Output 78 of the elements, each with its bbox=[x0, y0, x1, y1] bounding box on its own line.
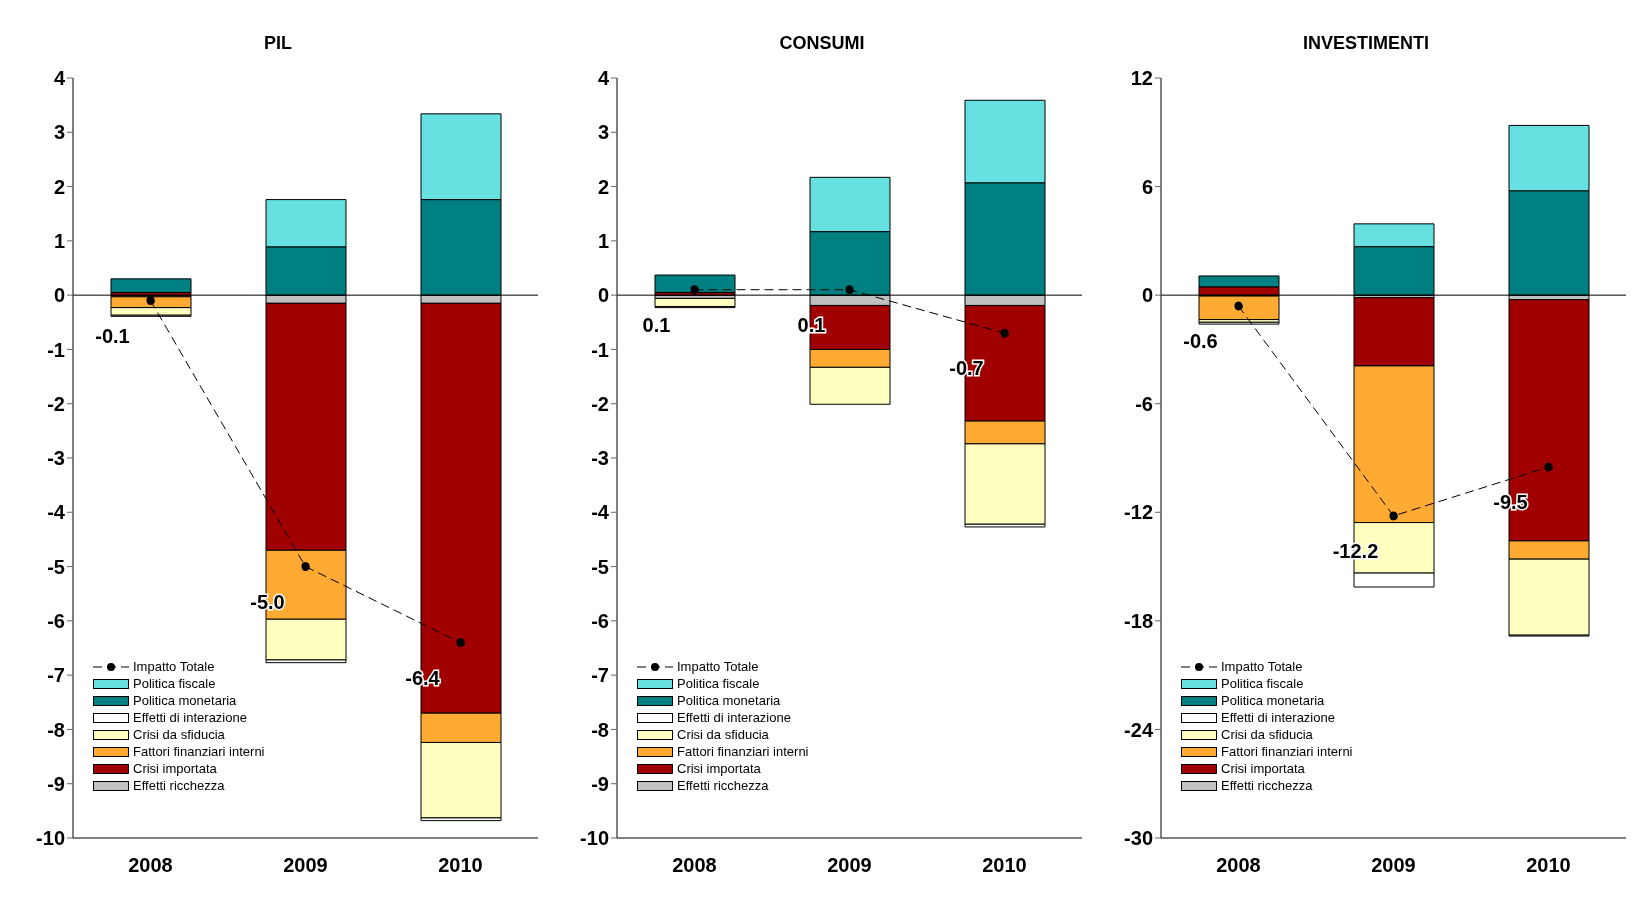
legend-label: Effetti di interazione bbox=[677, 710, 791, 725]
legend-label: Fattori finanziari interni bbox=[677, 744, 809, 759]
legend-label: Impatto Totale bbox=[1221, 659, 1303, 674]
y-tick-label: 0 bbox=[53, 284, 65, 307]
chart-title: PIL bbox=[263, 32, 293, 55]
data-label: 0.1 bbox=[642, 313, 671, 336]
y-tick-label: -2 bbox=[47, 392, 65, 415]
chart-title: CONSUMI bbox=[778, 32, 866, 55]
y-tick-label: -8 bbox=[591, 718, 609, 741]
y-tick-label: -4 bbox=[47, 501, 66, 524]
legend-label: Politica monetaria bbox=[1221, 693, 1325, 708]
y-tick-label: -6 bbox=[1135, 392, 1153, 415]
y-tick-label: 3 bbox=[53, 121, 65, 144]
y-tick-label: -3 bbox=[47, 447, 65, 470]
y-tick-label: 4 bbox=[53, 67, 66, 90]
legend-label: Effetti di interazione bbox=[133, 710, 247, 725]
legend-label: Politica monetaria bbox=[133, 693, 237, 708]
y-tick-label: -3 bbox=[591, 447, 609, 470]
y-tick-label: -9 bbox=[47, 772, 65, 795]
y-tick-label: -30 bbox=[1124, 827, 1153, 850]
legend-label: Fattori finanziari interni bbox=[1221, 744, 1353, 759]
y-tick-label: 0 bbox=[597, 284, 609, 307]
data-label: -0.6 bbox=[1183, 330, 1218, 352]
y-tick-label: -8 bbox=[47, 718, 65, 741]
legend-label: Crisi importata bbox=[133, 761, 217, 776]
x-tick-label: 2008 bbox=[1216, 854, 1261, 877]
x-tick-label: 2009 bbox=[283, 854, 328, 877]
y-tick-label: 3 bbox=[597, 121, 609, 144]
y-tick-label: -10 bbox=[36, 827, 65, 850]
y-tick-label: 2 bbox=[53, 175, 65, 198]
y-tick-label: -4 bbox=[591, 501, 610, 524]
chart-title: INVESTIMENTI bbox=[1302, 32, 1430, 55]
legend-label: Impatto Totale bbox=[133, 659, 215, 674]
y-tick-label: -7 bbox=[47, 664, 65, 687]
legend-label: Effetti ricchezza bbox=[677, 778, 769, 793]
data-label: -0.1 bbox=[95, 324, 130, 347]
y-tick-label: -9 bbox=[591, 772, 609, 795]
legend-label: Crisi da sfiducia bbox=[1221, 727, 1313, 742]
x-tick-label: 2008 bbox=[672, 854, 717, 877]
y-tick-label: 6 bbox=[1141, 175, 1153, 198]
y-tick-label: 1 bbox=[53, 229, 65, 252]
legend-label: Politica fiscale bbox=[133, 676, 216, 691]
legend-label: Crisi da sfiducia bbox=[677, 727, 769, 742]
y-tick-label: -1 bbox=[47, 338, 65, 361]
y-tick-label: -5 bbox=[591, 555, 609, 578]
y-tick-label: 2 bbox=[597, 175, 609, 198]
legend-label: Effetti ricchezza bbox=[1221, 778, 1313, 793]
y-tick-label: -6 bbox=[591, 609, 609, 632]
legend-label: Fattori finanziari interni bbox=[133, 744, 265, 759]
legend-label: Effetti ricchezza bbox=[133, 778, 225, 793]
y-tick-label: -12 bbox=[1124, 501, 1153, 524]
y-tick-label: 4 bbox=[597, 67, 610, 90]
y-tick-label: 12 bbox=[1130, 67, 1153, 90]
legend-label: Politica fiscale bbox=[1221, 676, 1304, 691]
y-tick-label: -5 bbox=[47, 555, 65, 578]
legend-label: Crisi da sfiducia bbox=[133, 727, 225, 742]
y-tick-label: -24 bbox=[1124, 718, 1154, 741]
y-tick-label: -2 bbox=[591, 392, 609, 415]
y-tick-label: -6 bbox=[47, 609, 65, 632]
y-tick-label: 0 bbox=[1141, 284, 1153, 307]
legend-label: Politica fiscale bbox=[677, 676, 760, 691]
x-tick-label: 2010 bbox=[1526, 854, 1571, 877]
legend-label: Crisi importata bbox=[1221, 761, 1305, 776]
y-tick-label: -1 bbox=[591, 338, 609, 361]
legend-label: Impatto Totale bbox=[677, 659, 759, 674]
x-tick-label: 2008 bbox=[128, 854, 173, 877]
legend-label: Crisi importata bbox=[677, 761, 761, 776]
y-tick-label: -10 bbox=[580, 827, 609, 850]
x-tick-label: 2009 bbox=[827, 854, 872, 877]
legend-label: Politica monetaria bbox=[677, 693, 781, 708]
x-tick-label: 2010 bbox=[982, 854, 1027, 877]
y-tick-label: -18 bbox=[1124, 609, 1153, 632]
y-tick-label: -7 bbox=[591, 664, 609, 687]
data-label: -12.2 bbox=[1332, 539, 1379, 562]
x-tick-label: 2009 bbox=[1371, 854, 1416, 877]
y-tick-label: 1 bbox=[597, 229, 609, 252]
x-tick-label: 2010 bbox=[438, 854, 483, 877]
legend-label: Effetti di interazione bbox=[1221, 710, 1335, 725]
